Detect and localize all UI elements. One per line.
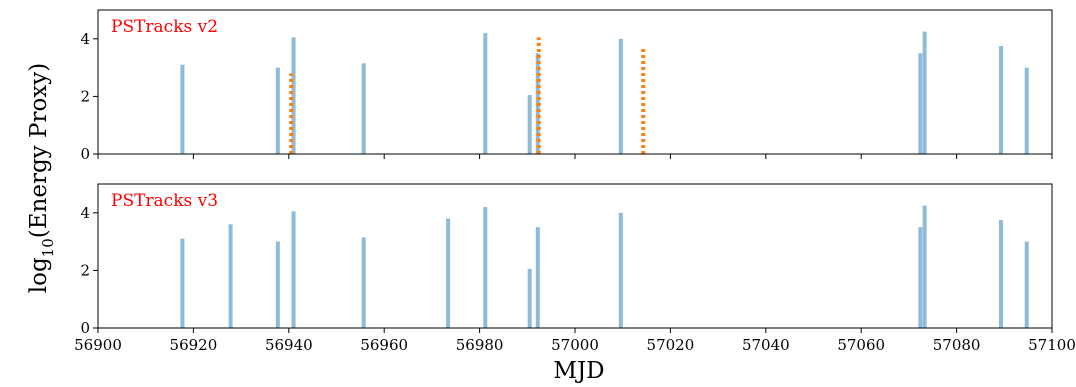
bar: [180, 64, 185, 154]
y-tick-label: 2: [80, 87, 90, 105]
panel-label: PSTracks v3: [111, 191, 218, 211]
bar: [361, 237, 366, 328]
y-axis-label: log10(Energy Proxy): [26, 63, 57, 294]
bar: [998, 46, 1003, 154]
bar: [535, 227, 540, 328]
x-axis-label: MJD: [553, 358, 604, 384]
bar: [922, 31, 927, 155]
bar: [483, 207, 488, 328]
panel-1: 0 2 4 PSTracks v2: [80, 9, 1053, 163]
bar: [1024, 241, 1029, 328]
x-tick-label: 57100: [1028, 336, 1076, 354]
x-tick-label: 57060: [837, 336, 885, 354]
x-tick-label: 57020: [647, 336, 695, 354]
axes-frame: [97, 183, 1053, 329]
x-tick-label: 56960: [360, 336, 408, 354]
x-tick-label: 57000: [551, 336, 599, 354]
bar: [527, 94, 532, 154]
x-tick-label: 56940: [265, 336, 313, 354]
panel-2: 0 2 4 56900 56920 56940 56960 56980 57000 57020 57…: [74, 183, 1076, 354]
panels: 0 2 4 PSTracks v2 0 2 4 56900 56920 56940 56960 569…: [74, 9, 1076, 354]
bar: [361, 63, 366, 154]
y-axis-label-main: log: [26, 257, 52, 293]
bar: [922, 205, 927, 328]
axes-frame: [97, 9, 1053, 155]
y-tick-label: 0: [80, 145, 90, 163]
y-axis-label-subscript: 10: [39, 238, 57, 257]
bar: [483, 33, 488, 154]
x-tick-label: 56980: [456, 336, 504, 354]
bar: [918, 53, 923, 155]
panel-label: PSTracks v2: [111, 17, 218, 37]
bar: [291, 37, 296, 154]
x-tick-label: 56900: [74, 336, 122, 354]
y-tick-label: 0: [80, 319, 90, 337]
y-axis-label-rest: (Energy Proxy): [26, 63, 52, 238]
bar: [228, 224, 233, 328]
bar: [618, 212, 623, 328]
bar: [446, 218, 451, 328]
bar: [180, 238, 185, 328]
bar: [527, 268, 532, 328]
bar: [275, 67, 280, 154]
bar: [1024, 67, 1029, 154]
bar: [998, 220, 1003, 328]
x-tick-label: 57080: [933, 336, 981, 354]
y-tick-label: 2: [80, 261, 90, 279]
bar: [618, 38, 623, 154]
y-tick-label: 4: [80, 30, 90, 48]
bar: [291, 211, 296, 328]
bar: [918, 227, 923, 328]
x-tick-label: 57040: [742, 336, 790, 354]
y-tick-label: 4: [80, 204, 90, 222]
x-tick-label: 56920: [170, 336, 218, 354]
y-axis-label-text: log10(Energy Proxy): [26, 63, 57, 294]
bar: [275, 241, 280, 328]
